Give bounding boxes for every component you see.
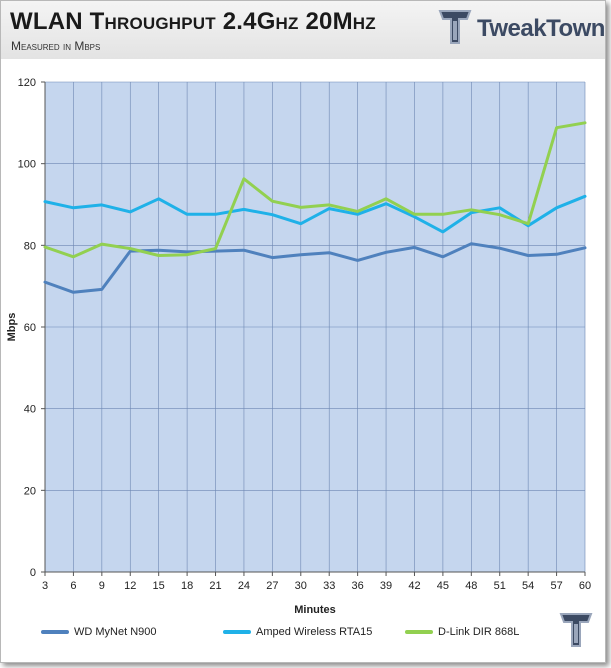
chart-subtitle: Measured in Mbps xyxy=(11,39,101,53)
x-tick-label: 27 xyxy=(266,580,278,592)
x-tick-label: 57 xyxy=(550,580,562,592)
x-tick-label: 51 xyxy=(494,580,506,592)
x-tick-label: 3 xyxy=(42,580,48,592)
x-tick-label: 54 xyxy=(522,580,534,592)
x-tick-label: 9 xyxy=(99,580,105,592)
x-tick-label: 24 xyxy=(238,580,250,592)
x-tick-label: 18 xyxy=(181,580,193,592)
legend-swatch xyxy=(41,630,69,634)
y-tick-label: 60 xyxy=(24,322,36,334)
tweaktown-emblem-icon xyxy=(438,10,472,44)
legend-swatch xyxy=(405,630,433,634)
x-tick-label: 21 xyxy=(209,580,221,592)
legend-item-wd: WD MyNet N900 xyxy=(41,623,157,641)
chart-header: WLAN Throughput 2.4Ghz 20Mhz Measured in… xyxy=(1,1,605,59)
x-tick-label: 36 xyxy=(352,580,364,592)
x-tick-label: 30 xyxy=(295,580,307,592)
legend-swatch xyxy=(223,630,251,634)
x-tick-label: 12 xyxy=(124,580,136,592)
y-tick-label: 120 xyxy=(18,77,36,89)
y-tick-label: 20 xyxy=(24,485,36,497)
legend-label: Amped Wireless RTA15 xyxy=(256,626,373,638)
x-tick-label: 48 xyxy=(465,580,477,592)
x-tick-label: 39 xyxy=(380,580,392,592)
x-tick-label: 45 xyxy=(437,580,449,592)
legend-label: D-Link DIR 868L xyxy=(438,626,520,638)
tweaktown-watermark-icon xyxy=(559,613,593,647)
y-tick-label: 40 xyxy=(24,404,36,416)
tweaktown-logo: TweakTown xyxy=(437,7,605,53)
x-tick-label: 6 xyxy=(70,580,76,592)
legend-item-dlink: D-Link DIR 868L xyxy=(405,623,519,641)
series-line xyxy=(43,194,587,234)
x-tick-label: 42 xyxy=(408,580,420,592)
y-tick-label: 100 xyxy=(18,159,36,171)
logo-text: TweakTown xyxy=(477,15,605,42)
y-tick-label: 80 xyxy=(24,240,36,252)
x-axis-label: Minutes xyxy=(294,604,336,616)
chart-title: WLAN Throughput 2.4Ghz 20Mhz xyxy=(10,8,376,35)
x-tick-label: 33 xyxy=(323,580,335,592)
x-tick-label: 15 xyxy=(153,580,165,592)
legend-item-amped: Amped Wireless RTA15 xyxy=(223,623,372,641)
y-tick-label: 0 xyxy=(30,567,36,579)
legend-label: WD MyNet N900 xyxy=(74,626,157,638)
series-lines xyxy=(43,121,587,294)
series-line xyxy=(43,121,587,259)
y-axis-label: Mbps xyxy=(6,313,18,342)
x-tick-label: 60 xyxy=(579,580,591,592)
